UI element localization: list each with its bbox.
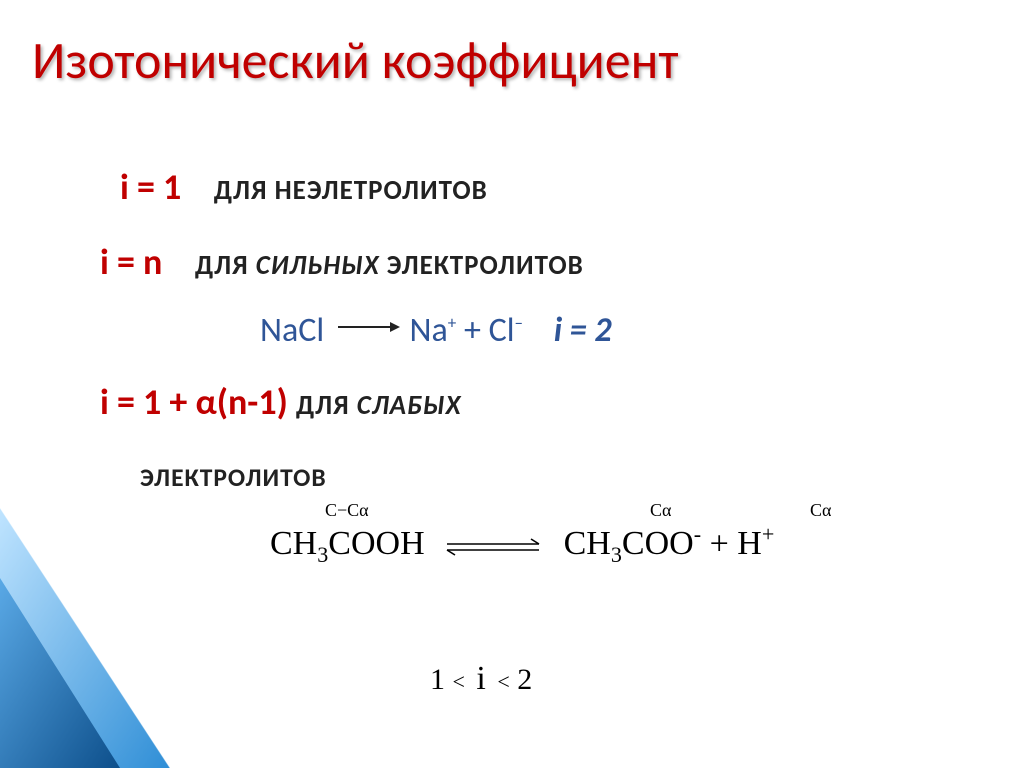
line-nonelectrolytes: i = 1 для неэлетролитов — [120, 165, 984, 209]
acetic-acid-equation: C−Cα Cα Cα CH3COOH CH3COO- + H+ — [270, 500, 970, 568]
range-i: i — [472, 660, 489, 697]
conc-mid: Cα — [650, 500, 671, 521]
h-symbol: H — [737, 525, 762, 562]
ch-pre2: CH — [564, 525, 611, 562]
range-2: 2 — [517, 663, 532, 696]
equilibrium-arrow-icon — [439, 528, 549, 566]
nacl-i2: i = 2 — [554, 310, 612, 351]
i-range: 1 < i < 2 — [430, 660, 532, 698]
label-nonelectrolytes: для неэлетролитов — [214, 174, 488, 207]
cl-charge: – — [515, 313, 523, 334]
formula-weak: i = 1 + α(n-1) — [100, 380, 288, 424]
acetate-ion: CH3COO- — [564, 525, 710, 562]
nacl-plus: + — [464, 310, 489, 351]
na-charge: + — [448, 313, 456, 334]
line-weak-electrolytes: i = 1 + α(n-1) для слабых — [100, 380, 984, 424]
equation-body: CH3COOH CH3COO- + H+ — [270, 522, 970, 568]
label-strong-italic: сильных — [256, 249, 380, 282]
nacl-cl: Cl– — [489, 310, 531, 351]
range-lt1: < — [453, 669, 465, 694]
label-strong-prefix: для — [195, 249, 256, 282]
reaction-arrow-icon — [332, 312, 402, 353]
ch-pre: CH — [270, 525, 317, 562]
hydrogen-ion: H+ — [737, 525, 774, 562]
ch-sub: 3 — [317, 542, 328, 567]
label-weak-italic: слабых — [357, 389, 462, 422]
range-lt2: < — [497, 669, 509, 694]
formula-i1: i = 1 — [120, 165, 181, 209]
slide-title: Изотонический коэффициент — [32, 28, 679, 92]
label-weak-prefix: для — [296, 389, 357, 422]
conc-left: C−Cα — [325, 500, 369, 521]
acetate-charge: - — [694, 522, 701, 547]
concentration-labels: C−Cα Cα Cα — [270, 500, 970, 522]
conc-right: Cα — [810, 500, 831, 521]
range-1: 1 — [430, 663, 445, 696]
nacl-reactant: NaCl — [260, 310, 324, 351]
na-symbol: Na — [410, 310, 448, 351]
nacl-na: Na+ — [410, 310, 464, 351]
cl-symbol: Cl — [489, 310, 515, 351]
line-electrolytes-word: электролитов — [140, 455, 984, 496]
label-electrolytes: электролитов — [140, 462, 327, 493]
formula-in: i = n — [100, 240, 162, 284]
cooh: COOH — [328, 525, 424, 562]
acetic-acid: CH3COOH — [270, 525, 433, 562]
decorative-wedge — [0, 508, 220, 768]
label-strong-suffix: электролитов — [380, 249, 584, 282]
eq-plus: + — [710, 525, 738, 562]
ch-sub2: 3 — [611, 542, 622, 567]
coo: COO — [622, 525, 694, 562]
line-nacl-example: NaCl Na+ + Cl– i = 2 — [260, 310, 984, 353]
h-charge: + — [762, 522, 774, 547]
line-strong-electrolytes: i = n для сильных электролитов — [100, 240, 984, 284]
